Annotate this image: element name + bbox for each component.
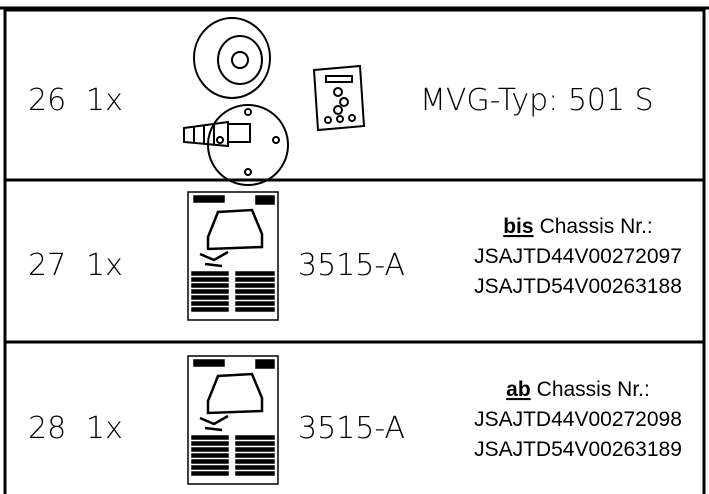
item-quantity: 1x: [86, 248, 123, 283]
car: [206, 372, 264, 415]
manual-text-block: [191, 471, 229, 476]
table-border: [3, 8, 706, 494]
chassis-number: JSAJTD54V00263188: [474, 275, 682, 298]
manual-text-block: [191, 465, 229, 470]
chassis-number: JSAJTD44V00272097: [474, 245, 682, 268]
condition-keyword: ab: [506, 378, 531, 401]
manual-border: [187, 191, 279, 321]
manual-text-block: [235, 295, 275, 300]
manual-text-block: [191, 295, 229, 300]
manual-text-block: [191, 447, 229, 452]
item-quantity: 1x: [86, 411, 123, 446]
manual-text-block: [235, 471, 275, 476]
manual-logo: [255, 359, 275, 369]
manual-text-block: [191, 435, 229, 440]
manual-text-block: [191, 301, 229, 306]
condition-text: Chassis Nr.:: [540, 215, 653, 238]
manual-text-block: [235, 453, 275, 458]
item-number: 28: [28, 411, 66, 446]
manual-text-block: [235, 289, 275, 294]
item-number: 27: [28, 248, 66, 283]
manual-text-block: [191, 277, 229, 282]
manual-text-block: [191, 289, 229, 294]
manual-text-block: [235, 447, 275, 452]
car: [206, 208, 264, 251]
cable: [199, 250, 229, 268]
manual-text-block: [191, 307, 229, 312]
manual-text-block: [235, 271, 275, 276]
part-code: 3515-A: [298, 248, 405, 283]
manual-text-block: [235, 435, 275, 440]
condition-text: Chassis Nr.:: [537, 378, 650, 401]
control-unit-icon: [312, 64, 366, 132]
manual-logo: [255, 195, 275, 205]
part-code: 3515-A: [298, 411, 405, 446]
condition-keyword: bis: [503, 215, 533, 238]
manual-text-block: [235, 283, 275, 288]
manual-text-block: [235, 277, 275, 282]
manual-text-block: [191, 459, 229, 464]
manual-title: [193, 195, 225, 203]
manual-text-block: [191, 441, 229, 446]
manual-thumbnail: [187, 355, 279, 485]
item-quantity: 1x: [86, 83, 123, 118]
manual-text-block: [235, 459, 275, 464]
manual-text-block: [235, 307, 275, 312]
chassis-number: JSAJTD54V00263189: [474, 438, 682, 461]
manual-text-block: [235, 441, 275, 446]
socket-icon: [183, 17, 289, 186]
cable: [199, 414, 229, 432]
manual-border: [187, 355, 279, 485]
manual-text-block: [235, 465, 275, 470]
manual-text-block: [191, 271, 229, 276]
item-number: 26: [28, 83, 66, 118]
chassis-number: JSAJTD44V00272098: [474, 408, 682, 431]
manual-title: [193, 359, 225, 367]
manual-thumbnail: [187, 191, 279, 321]
type-label: MVG-Typ: 501 S: [420, 83, 654, 118]
manual-text-block: [191, 283, 229, 288]
manual-text-block: [235, 301, 275, 306]
chassis-condition: ab Chassis Nr.:: [506, 378, 650, 401]
manual-text-block: [191, 453, 229, 458]
chassis-condition: bis Chassis Nr.:: [503, 215, 653, 238]
